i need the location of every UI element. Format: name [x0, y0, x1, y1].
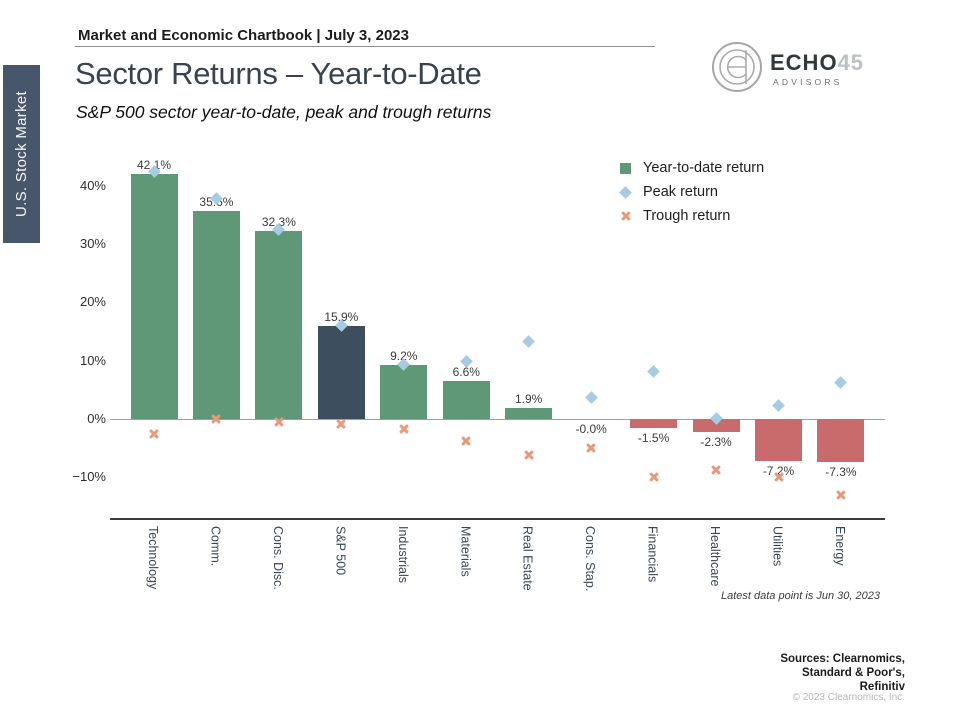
legend-label: Year-to-date return — [643, 160, 765, 176]
trough-marker — [648, 472, 659, 483]
x-axis-label: Cons. Disc. — [270, 526, 285, 590]
legend-label: Trough return — [643, 208, 731, 224]
bar-s-p-500 — [317, 326, 365, 419]
bar-value-label: 6.6% — [452, 364, 480, 379]
y-axis-tick-label: 20% — [79, 294, 106, 310]
trough-marker — [586, 442, 597, 453]
bar-value-label: -1.5% — [637, 430, 670, 445]
echo45-logo-text: ECHO45 ADVISORS — [770, 50, 864, 87]
latest-data-note: Latest data point is Jun 30, 2023 — [720, 590, 880, 602]
page-subtitle: S&P 500 sector year-to-date, peak and tr… — [76, 102, 492, 122]
bar-financials — [630, 419, 678, 428]
x-axis-label: Financials — [645, 526, 660, 583]
logo-name: ECHO — [770, 50, 838, 75]
legend-label: Peak return — [643, 184, 718, 200]
x-axis-label: Cons. Stap. — [583, 526, 598, 592]
x-axis-label: Real Estate — [520, 526, 535, 591]
peak-marker — [772, 399, 785, 412]
y-axis-tick-label: 40% — [79, 177, 106, 193]
sources-text: Sources: Clearnomics, Standard & Poor's,… — [780, 652, 905, 694]
bar-value-label: 32.3% — [261, 214, 296, 229]
y-axis-tick-label: −10% — [72, 469, 106, 485]
trough-marker — [711, 464, 722, 475]
trough-marker — [398, 424, 409, 435]
x-axis-label: Technology — [146, 526, 160, 590]
x-axis-label: Industrials — [395, 526, 410, 583]
echo45-logo: ECHO45 ADVISORS — [710, 38, 910, 98]
bar-value-label: -0.0% — [575, 422, 607, 436]
peak-marker — [522, 335, 536, 348]
bar-comm- — [192, 211, 240, 419]
x-axis-label: Comm. — [208, 526, 223, 567]
bar-value-label: -7.3% — [825, 464, 857, 479]
zero-gridline — [110, 419, 885, 420]
bar-technology — [130, 173, 178, 419]
sources-line-3: Refinitiv — [859, 681, 905, 693]
logo-number: 45 — [837, 50, 865, 75]
bar-value-label: 1.9% — [515, 391, 543, 406]
peak-marker — [647, 365, 660, 379]
page-title: Sector Returns – Year-to-Date — [75, 56, 482, 91]
x-axis-label: Utilities — [770, 526, 785, 567]
chart-legend: Year-to-date return Peak return Trough ret… — [619, 156, 764, 228]
sources-line-1: Sources: Clearnomics, — [780, 653, 905, 665]
bar-healthcare — [692, 419, 740, 433]
legend-item-x: Trough return — [620, 204, 764, 228]
trough-marker — [149, 428, 160, 439]
x-legend-icon — [620, 211, 631, 222]
bar-industrials — [380, 365, 428, 419]
bar-real-estate — [505, 407, 553, 419]
square-legend-icon — [620, 162, 631, 174]
bar-value-label: 9.2% — [390, 349, 418, 364]
diamond-legend-icon — [619, 185, 632, 199]
trough-marker — [211, 414, 222, 425]
y-axis-tick-label: 10% — [79, 352, 106, 368]
bar-utilities — [755, 419, 802, 461]
bar-value-label: -2.3% — [700, 435, 732, 450]
bar-value-label: 42.1% — [122, 158, 186, 172]
chartbook-eyebrow: Market and Economic Chartbook | July 3, … — [78, 27, 409, 44]
peak-marker — [834, 376, 848, 390]
echo45-logo-icon — [712, 42, 762, 92]
trough-marker — [336, 418, 347, 429]
legend-item-diamond: Peak return — [619, 180, 764, 204]
trough-marker — [773, 471, 784, 482]
trough-marker — [461, 436, 472, 447]
trough-marker — [523, 450, 534, 461]
bar-energy — [817, 419, 865, 462]
x-axis-label: Energy — [832, 526, 847, 566]
header-divider — [75, 46, 655, 47]
y-axis-tick-label: 30% — [79, 236, 106, 252]
section-tab-us-stock-market: U.S. Stock Market — [3, 65, 40, 243]
bar-cons-disc- — [255, 230, 303, 419]
trough-marker — [835, 489, 846, 500]
bar-materials — [442, 380, 490, 419]
legend-item-square: Year-to-date return — [620, 156, 764, 180]
sources-line-2: Standard & Poor's, — [801, 667, 905, 679]
trough-marker — [273, 416, 284, 427]
x-axis-line — [110, 518, 885, 520]
bar-value-label: 15.9% — [324, 310, 359, 325]
y-axis-tick-label: 0% — [87, 411, 106, 426]
logo-subtitle: ADVISORS — [773, 77, 843, 87]
x-axis-label: Materials — [458, 526, 473, 577]
peak-marker — [584, 391, 598, 404]
copyright-text: © 2023 Clearnomics, Inc. — [792, 692, 905, 703]
x-axis-label: S&P 500 — [333, 526, 348, 576]
x-axis-label: Healthcare — [708, 526, 723, 587]
